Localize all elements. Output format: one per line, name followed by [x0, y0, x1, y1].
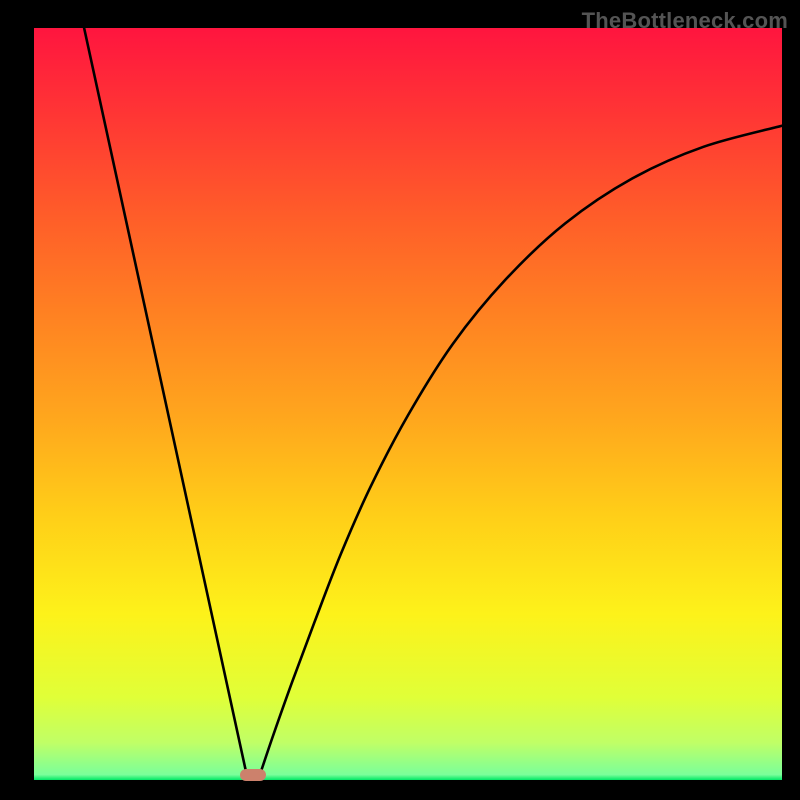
series-left-branch	[84, 28, 246, 770]
chart-frame: TheBottleneck.com	[0, 0, 800, 800]
minimum-marker	[240, 769, 266, 781]
watermark-text: TheBottleneck.com	[582, 8, 788, 34]
curve-layer	[0, 0, 800, 800]
series-right-branch	[261, 126, 782, 770]
